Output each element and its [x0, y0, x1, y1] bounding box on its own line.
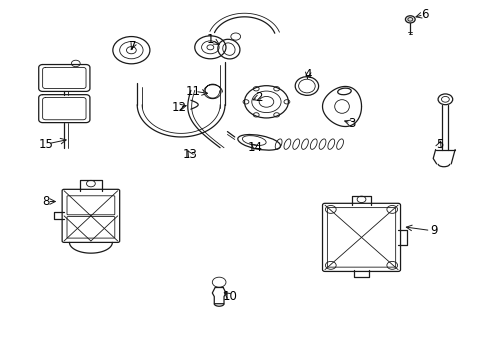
Text: 13: 13	[182, 148, 197, 161]
Circle shape	[405, 16, 414, 23]
Text: 1: 1	[206, 32, 214, 46]
Text: 15: 15	[39, 138, 53, 150]
Text: 11: 11	[185, 85, 201, 98]
Text: 5: 5	[435, 138, 442, 150]
Text: 7: 7	[128, 40, 136, 53]
Text: 6: 6	[420, 8, 428, 21]
Text: 3: 3	[347, 117, 355, 130]
Text: 4: 4	[304, 68, 311, 81]
Text: 10: 10	[222, 290, 237, 303]
Text: 14: 14	[247, 140, 262, 153]
Text: 2: 2	[255, 91, 263, 104]
Text: 9: 9	[429, 224, 437, 238]
Text: 8: 8	[42, 195, 50, 208]
Text: 12: 12	[171, 101, 186, 114]
